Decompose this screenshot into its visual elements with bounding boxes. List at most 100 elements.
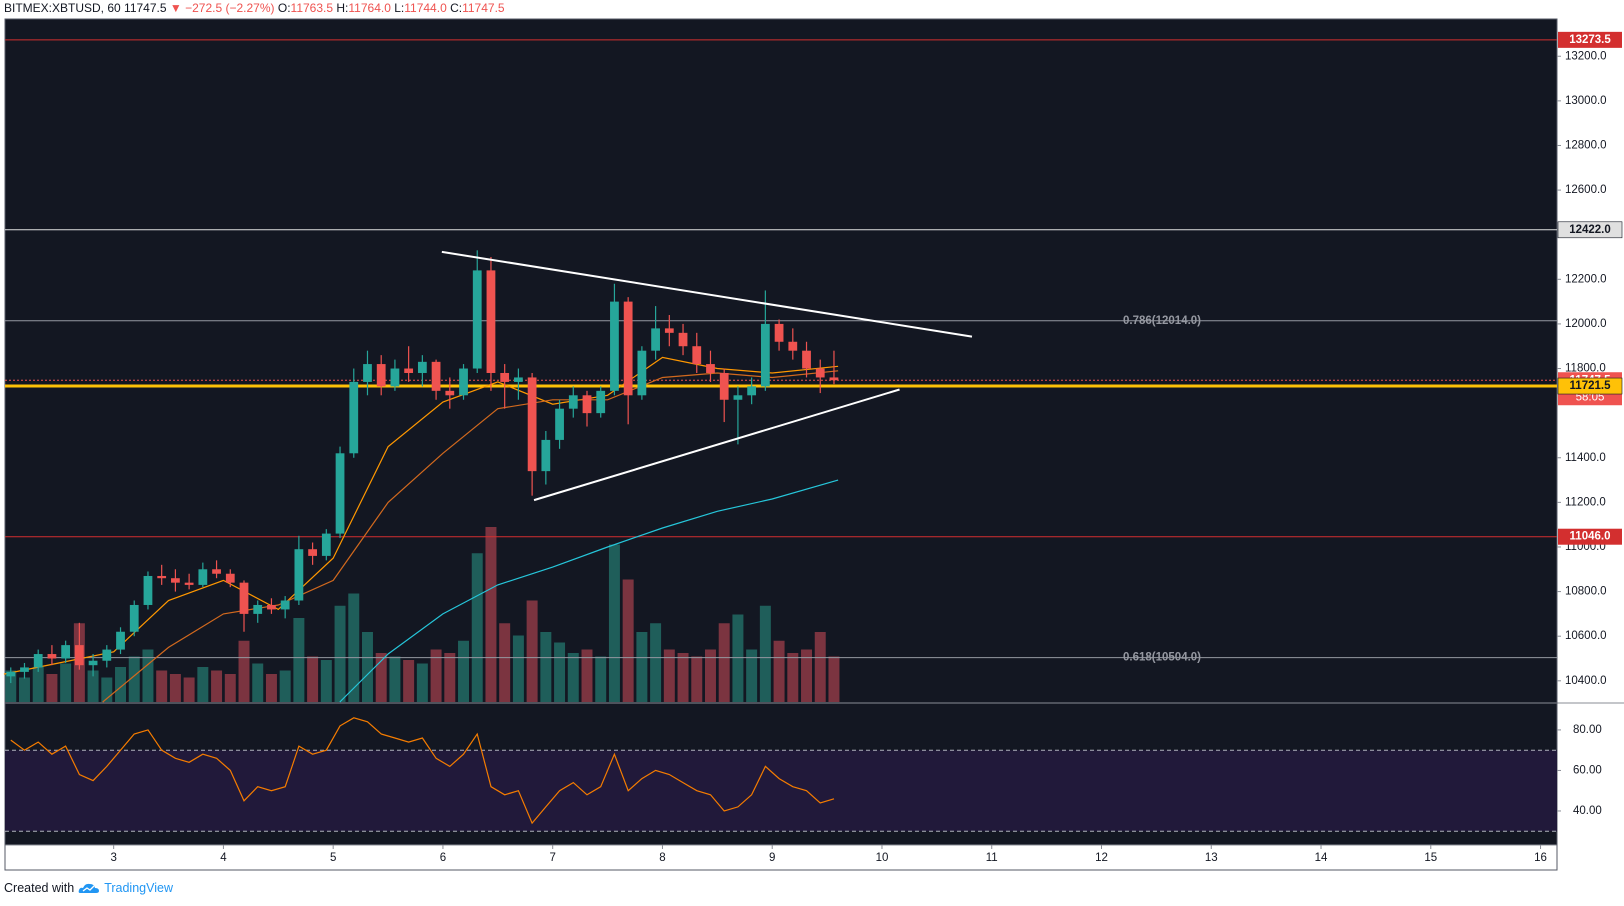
candle-body (747, 386, 757, 396)
volume-bar (46, 674, 58, 702)
candle-body (116, 631, 125, 650)
footer: Created with TradingView (4, 881, 173, 895)
logo (78, 883, 100, 893)
volume-bar (101, 677, 113, 702)
frame (4, 18, 1558, 871)
volume-bar (759, 605, 771, 702)
candle-body (637, 350, 647, 396)
volume-bar (265, 674, 277, 702)
candle-body (760, 323, 770, 387)
x-tick-label: 10 (876, 852, 889, 864)
x-tick-label: 3 (110, 852, 116, 864)
candle-body (349, 381, 359, 454)
candle-body (225, 573, 235, 583)
trendline (441, 250, 973, 338)
high: 11764.0 (348, 1, 391, 15)
volume-bar (334, 605, 346, 702)
candle-body (33, 654, 43, 668)
candle-body (568, 395, 578, 409)
low: 11744.0 (404, 1, 447, 15)
candle-body (129, 604, 139, 632)
candle-body (212, 569, 221, 574)
last-price: 11747.5 (124, 1, 167, 15)
y-tick-label: 12600.0 (1565, 184, 1607, 196)
change: −272.5 (−2.27%) (185, 1, 275, 15)
volume-bar (211, 670, 223, 702)
candle-body (308, 549, 317, 556)
volume-bar (801, 649, 813, 702)
volume-bar (375, 653, 387, 702)
moving-average (339, 479, 839, 703)
candle-body (596, 390, 606, 414)
y-tick-label: 13000.0 (1565, 95, 1607, 107)
x-tick-label: 13 (1205, 852, 1218, 864)
volume-bar (499, 623, 511, 702)
candle-body (500, 372, 510, 382)
candle-body (733, 395, 743, 400)
high-label: H: (336, 1, 349, 15)
candle-body (582, 395, 592, 414)
open-label: O: (277, 1, 291, 15)
candle-body (157, 575, 167, 579)
price-label: 11046.0 (1570, 531, 1611, 543)
volume-bar (828, 656, 840, 702)
candle-body (706, 364, 715, 373)
candle-body (802, 350, 811, 369)
candle-body (20, 667, 29, 672)
volume-bar (142, 649, 154, 702)
candle-body (267, 604, 276, 610)
candle-body (335, 453, 345, 534)
candle-body (774, 323, 784, 342)
rsi-band-fill (5, 750, 1557, 832)
volume-bar (32, 667, 44, 702)
volume-bar (540, 632, 552, 702)
candle-body (61, 645, 71, 659)
volume-bar (581, 649, 593, 702)
candle-body (829, 377, 839, 381)
volume-bar (595, 656, 607, 702)
candle-body (239, 582, 249, 614)
candle-body (815, 368, 825, 378)
fib-label: 0.786(12014.0) (1123, 315, 1201, 327)
price-label-box (1558, 31, 1622, 48)
price-label: 13273.5 (1569, 34, 1611, 46)
volume-bar (567, 653, 579, 702)
symbol: BITMEX:XBTUSD, 60 (4, 1, 121, 15)
price-label-box (1557, 221, 1623, 239)
candle-body (6, 671, 16, 677)
candle-body (719, 372, 729, 400)
candle-body (459, 368, 468, 396)
candle-body (486, 270, 496, 373)
brand[interactable]: TradingView (104, 881, 173, 895)
y-tick-label: 11800.0 (1565, 363, 1606, 375)
candle-body (541, 439, 551, 472)
volume-bar (416, 663, 428, 702)
candle-body (184, 582, 194, 585)
volume-bar (718, 623, 730, 702)
y-tick-label: 10400.0 (1565, 675, 1607, 687)
candle-body (417, 361, 427, 373)
x-tick-label: 9 (769, 852, 775, 864)
volume-bar (485, 527, 497, 702)
x-tick-label: 15 (1424, 852, 1437, 864)
volume-bar (5, 670, 17, 702)
candle-body (555, 408, 564, 440)
candle-body (404, 368, 414, 373)
volume-bar (677, 653, 689, 702)
price-label: 11721.5 (1570, 380, 1612, 392)
candle-body (363, 364, 372, 382)
volume-bar (746, 649, 758, 702)
x-tick-label: 11 (986, 852, 998, 864)
volume-bar (389, 656, 401, 702)
volume-bar (787, 653, 799, 702)
price-label: 12422.0 (1569, 224, 1611, 236)
candle-body (692, 346, 702, 365)
candle-body (253, 604, 263, 614)
y-tick-label: 12200.0 (1565, 273, 1607, 285)
moving-average (3, 356, 839, 675)
candle-body (527, 377, 537, 472)
volume-bar (554, 642, 566, 702)
change-arrow: ▼ (169, 1, 182, 15)
volume-bar (87, 670, 99, 702)
candle-body (472, 270, 482, 369)
